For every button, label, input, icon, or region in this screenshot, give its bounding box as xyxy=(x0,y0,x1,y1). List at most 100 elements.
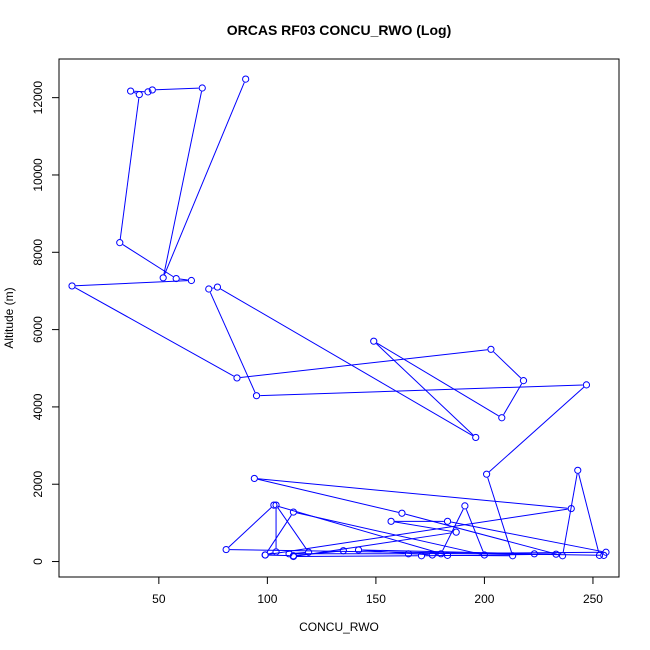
series-segment xyxy=(122,244,174,278)
series-segment xyxy=(376,342,499,417)
data-point xyxy=(487,345,495,353)
data-point xyxy=(127,87,135,95)
y-axis: 0 2000 4000 6000 8000 10000 12000 xyxy=(31,81,60,565)
series-segment xyxy=(488,386,585,473)
series-segment xyxy=(163,91,203,275)
y-tick-label: 0 xyxy=(31,558,45,565)
data-point xyxy=(272,501,280,509)
series-segment xyxy=(257,478,568,509)
series-segment xyxy=(164,82,245,275)
series-segment xyxy=(277,507,307,550)
x-tick-label: 200 xyxy=(474,592,494,606)
series-segment xyxy=(277,505,445,555)
data-point xyxy=(68,282,76,290)
data-point xyxy=(135,90,143,99)
data-point xyxy=(482,470,491,478)
series-segment xyxy=(220,288,473,437)
series-segment xyxy=(493,351,522,379)
series-segment xyxy=(296,532,453,557)
series-segment xyxy=(450,521,603,553)
data-point xyxy=(205,285,213,293)
data-point xyxy=(187,276,196,285)
series-segment xyxy=(394,521,453,533)
series-segment xyxy=(297,555,418,557)
data-point xyxy=(270,501,278,509)
data-point xyxy=(285,550,293,558)
data-point xyxy=(417,552,426,560)
data-point xyxy=(116,239,124,247)
series-segment xyxy=(260,384,583,397)
series-segment xyxy=(487,477,513,553)
series-segment xyxy=(503,383,523,415)
series-segment xyxy=(133,91,137,94)
data-point xyxy=(242,75,250,83)
data-point xyxy=(443,517,452,525)
series-segment xyxy=(578,473,600,552)
x-axis: 50 100 150 200 250 xyxy=(152,576,603,606)
data-point xyxy=(148,86,156,94)
data-point xyxy=(574,466,582,474)
data-point xyxy=(452,528,460,536)
data-point xyxy=(198,84,206,92)
series-segment xyxy=(376,343,474,436)
data-point xyxy=(519,377,528,385)
data-point xyxy=(387,517,395,525)
data-point xyxy=(472,433,480,442)
data-point xyxy=(582,381,591,389)
data-point xyxy=(530,550,538,558)
y-tick-label: 6000 xyxy=(31,316,45,343)
data-point xyxy=(602,548,610,556)
series-layer xyxy=(68,75,610,561)
data-point xyxy=(595,551,604,559)
data-point xyxy=(558,552,567,560)
data-point xyxy=(172,274,180,283)
y-tick-label: 10000 xyxy=(31,158,45,192)
y-axis-label: Altitude (m) xyxy=(2,287,16,348)
series-segment xyxy=(179,278,188,281)
data-point xyxy=(404,550,413,558)
series-segment xyxy=(119,98,140,240)
series-segment xyxy=(268,552,273,555)
x-axis-label: CONCU_RWO xyxy=(299,620,379,634)
data-point xyxy=(428,551,436,559)
data-point xyxy=(305,548,313,556)
data-point xyxy=(144,88,152,96)
series-segment xyxy=(155,87,199,91)
data-point xyxy=(398,509,406,517)
data-point xyxy=(567,504,575,513)
y-tick-label: 4000 xyxy=(31,393,45,420)
y-tick-label: 8000 xyxy=(31,239,45,266)
data-point xyxy=(461,502,469,510)
data-point xyxy=(437,550,445,558)
data-point xyxy=(272,548,280,556)
x-tick-label: 50 xyxy=(152,592,166,606)
data-point xyxy=(250,474,258,483)
series-segment xyxy=(75,280,188,287)
series-segment xyxy=(562,473,578,553)
plot-frame xyxy=(58,58,620,578)
data-point xyxy=(213,283,222,291)
data-point xyxy=(289,552,298,560)
data-point xyxy=(252,392,261,400)
data-point xyxy=(443,551,452,559)
series-segment xyxy=(240,349,488,379)
series-segment xyxy=(442,508,464,551)
series-segment xyxy=(228,507,272,548)
series-segment xyxy=(296,550,340,556)
data-point xyxy=(261,551,269,559)
x-tick-label: 150 xyxy=(366,592,386,606)
data-point xyxy=(354,546,363,554)
data-point xyxy=(370,337,378,345)
y-tick-label: 12000 xyxy=(31,81,45,115)
series-segment xyxy=(266,514,292,553)
series-segment xyxy=(465,509,484,552)
data-point xyxy=(233,374,241,382)
data-point xyxy=(222,545,230,554)
data-point xyxy=(339,547,347,555)
x-tick-label: 100 xyxy=(257,592,277,606)
x-tick-label: 250 xyxy=(583,592,603,606)
series-segment xyxy=(74,287,235,377)
data-point xyxy=(509,552,517,560)
data-point xyxy=(552,550,560,558)
